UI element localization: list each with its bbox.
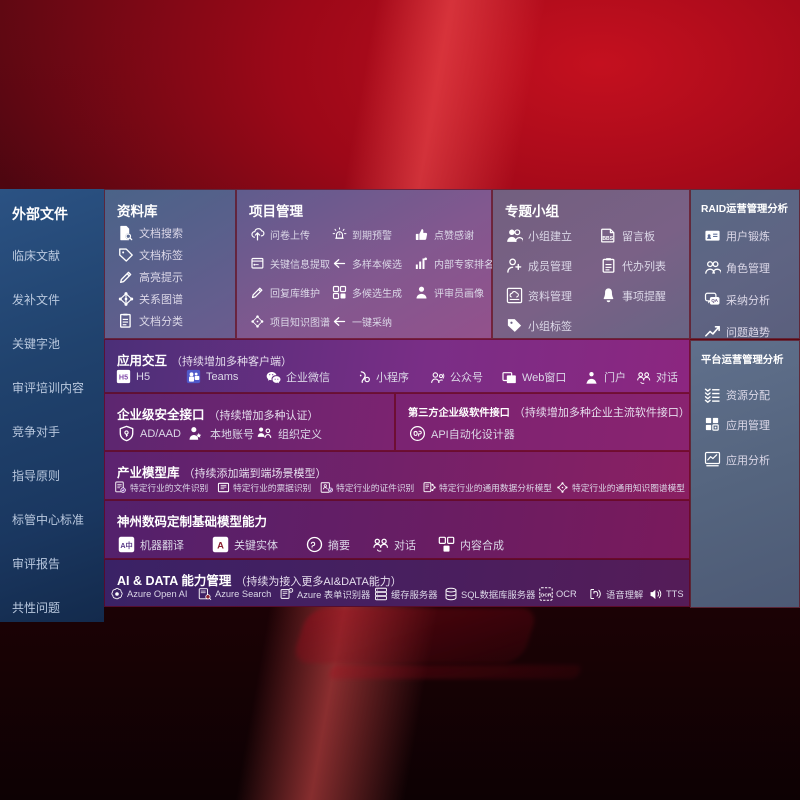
svg-text:H5: H5 — [119, 374, 128, 382]
svg-text:BBS: BBS — [602, 236, 613, 242]
svg-text:A中: A中 — [120, 541, 132, 550]
svg-text:QA: QA — [711, 298, 718, 303]
svg-text:A: A — [217, 540, 224, 551]
svg-text:OCR: OCR — [540, 592, 551, 598]
